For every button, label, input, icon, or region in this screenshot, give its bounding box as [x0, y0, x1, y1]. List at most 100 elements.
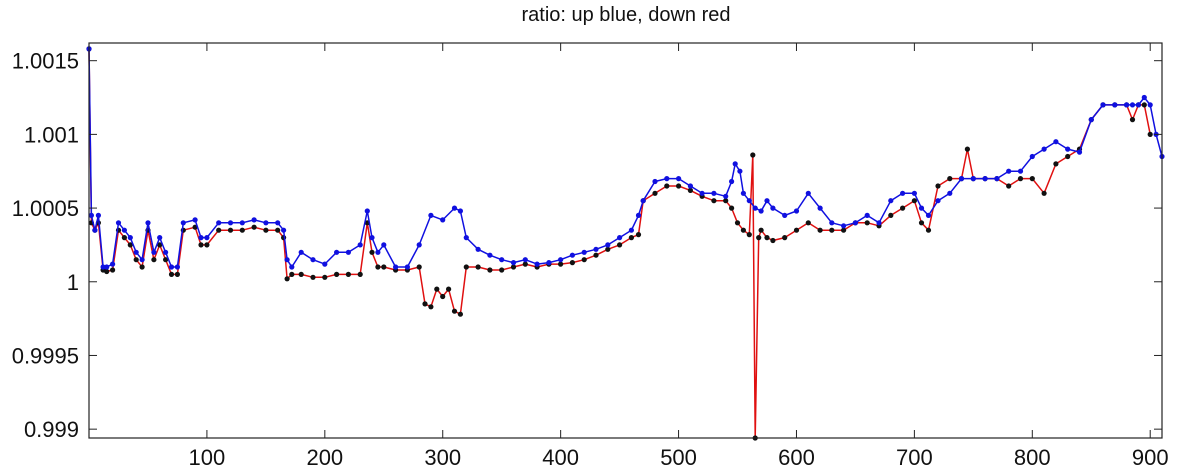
data-point — [1147, 131, 1153, 137]
data-point — [558, 261, 564, 267]
data-point — [198, 235, 204, 241]
data-point — [970, 176, 976, 182]
x-tick-label: 200 — [306, 445, 343, 470]
data-point — [163, 257, 169, 263]
data-point — [758, 227, 764, 233]
data-point — [163, 249, 169, 255]
data-point — [298, 249, 304, 255]
data-point — [239, 220, 245, 226]
data-point — [829, 220, 835, 226]
data-point — [369, 235, 375, 241]
data-point — [88, 212, 94, 218]
data-point — [558, 257, 564, 263]
data-point — [110, 267, 116, 273]
data-point — [100, 264, 106, 270]
data-point — [918, 205, 925, 211]
y-tick-label: 1.0005 — [12, 196, 79, 221]
data-point — [289, 264, 295, 270]
data-point — [1053, 161, 1059, 167]
data-point — [381, 264, 387, 270]
data-point — [157, 242, 163, 248]
data-point — [676, 176, 682, 182]
data-point — [1029, 153, 1035, 160]
data-point — [1129, 117, 1136, 123]
data-point — [115, 220, 122, 226]
y-tick-label: 1 — [67, 270, 79, 295]
data-point — [925, 227, 932, 233]
data-point — [428, 304, 434, 310]
x-tick-label: 700 — [896, 445, 933, 470]
data-point — [180, 220, 186, 226]
data-point — [793, 227, 800, 233]
data-point — [723, 193, 729, 199]
data-point — [204, 235, 210, 241]
data-point — [227, 227, 234, 233]
data-point — [711, 198, 717, 204]
data-point — [1041, 146, 1047, 152]
data-point — [628, 235, 635, 241]
data-point — [334, 271, 340, 277]
data-point — [440, 293, 446, 300]
data-point — [174, 264, 180, 270]
data-point — [404, 264, 410, 270]
axes: 100 200 300 400 500 600 700 800 900 0.999 0.9995 1 1… — [12, 43, 1169, 470]
chart-title: ratio: up blue, down red — [521, 4, 730, 26]
data-point — [746, 232, 752, 238]
data-point — [947, 176, 953, 182]
data-point — [964, 146, 971, 152]
data-point — [463, 264, 469, 270]
data-point — [239, 227, 245, 233]
data-point — [475, 264, 481, 270]
y-tick-label: 1.001 — [24, 122, 79, 147]
data-point — [593, 252, 599, 258]
data-point — [451, 205, 458, 211]
data-point — [925, 212, 932, 218]
data-point — [1076, 149, 1083, 155]
data-point — [1006, 168, 1012, 174]
data-point — [900, 205, 906, 211]
data-point — [298, 271, 304, 277]
data-point — [752, 205, 758, 211]
data-point — [617, 242, 623, 248]
data-point — [699, 190, 705, 196]
data-point — [1041, 190, 1047, 196]
data-point — [635, 232, 642, 238]
data-point — [168, 271, 175, 277]
data-point — [581, 257, 587, 263]
data-point — [569, 252, 576, 258]
data-point — [192, 217, 198, 223]
data-point — [852, 220, 859, 226]
data-point — [104, 264, 110, 270]
data-point — [652, 178, 658, 185]
data-point — [817, 227, 823, 233]
data-point — [139, 264, 145, 270]
data-point — [104, 268, 110, 275]
data-point — [687, 183, 694, 189]
data-point — [345, 249, 351, 255]
data-point — [664, 183, 670, 189]
data-point — [198, 242, 204, 248]
data-point — [393, 264, 399, 270]
data-point — [1141, 102, 1147, 108]
y-tick-label: 1.0015 — [12, 49, 79, 74]
data-point — [805, 190, 811, 196]
data-point — [522, 261, 528, 267]
data-point — [994, 176, 1000, 182]
data-point — [284, 276, 290, 282]
data-point — [888, 212, 894, 218]
data-point — [133, 257, 139, 263]
data-point — [487, 267, 493, 273]
data-point — [935, 183, 941, 189]
data-point — [635, 212, 642, 218]
data-point — [876, 220, 882, 226]
data-point — [782, 212, 788, 218]
data-point — [357, 242, 363, 248]
data-point — [737, 168, 743, 174]
data-point — [251, 224, 257, 230]
data-point — [416, 242, 422, 248]
data-point — [92, 227, 98, 233]
data-point — [110, 261, 116, 267]
data-point — [793, 208, 800, 214]
data-point — [605, 246, 611, 252]
